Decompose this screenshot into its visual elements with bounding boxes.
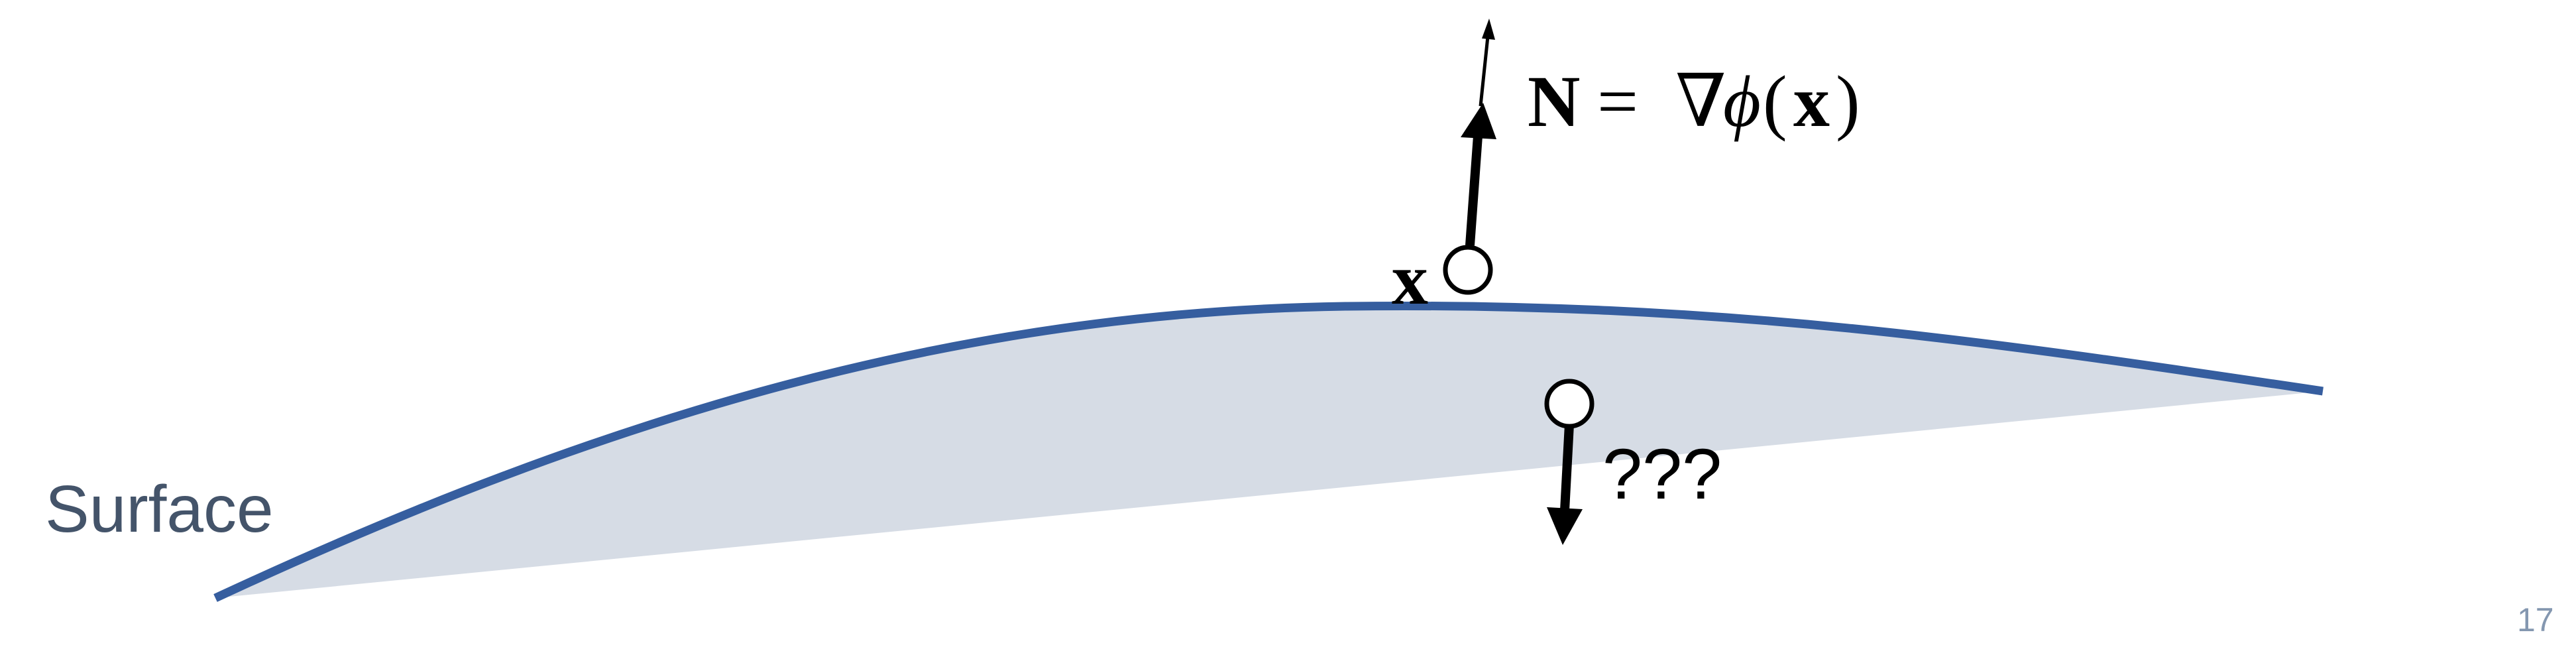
equation-equals-sign: =: [1597, 61, 1638, 142]
page-number: 17: [2517, 601, 2554, 638]
surface-curve: [213, 301, 2324, 602]
point-x-marker: [1443, 245, 1493, 295]
normal-equation: N = ∇ ϕ ( x ): [1528, 61, 1860, 142]
equation-open-paren: (: [1763, 61, 1787, 142]
surface-label: Surface: [45, 472, 274, 546]
interior-vector-shaft: [1560, 424, 1574, 511]
interior-vector-arrowhead: [1547, 507, 1583, 545]
interior-point-marker: [1544, 379, 1595, 429]
equation-n-symbol: N: [1528, 61, 1580, 142]
normal-vector-extension: [1479, 36, 1490, 107]
normal-vector-shaft: [1465, 135, 1483, 246]
normal-vector-arrowhead: [1461, 103, 1496, 139]
unknown-normal-label: ???: [1602, 434, 1722, 514]
equation-nabla-symbol: ∇: [1675, 61, 1726, 142]
equation-x-argument: x: [1793, 61, 1830, 142]
surface-interior-region: [215, 306, 2323, 598]
equation-phi-symbol: ϕ: [1723, 61, 1761, 142]
normal-vector-tip-arrowhead: [1482, 19, 1495, 40]
point-x-label: x: [1392, 239, 1428, 320]
equation-close-paren: ): [1836, 61, 1860, 142]
